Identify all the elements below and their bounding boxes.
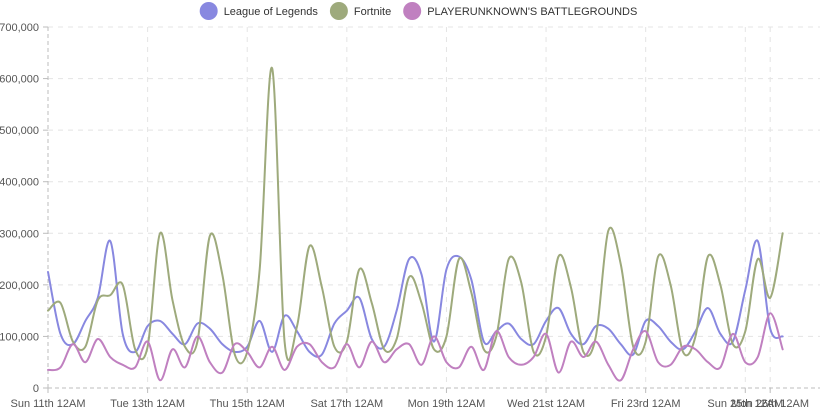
x-tick-label: Sun 25th 12AM [707, 398, 783, 408]
y-tick-label: 700,000 [0, 22, 39, 34]
y-tick-label: 300,000 [0, 228, 39, 240]
series-line-fortnite [47, 67, 784, 365]
legend-item-pubg[interactable]: PLAYERUNKNOWN'S BATTLEGROUNDS [403, 2, 637, 20]
legend-swatch [403, 2, 422, 20]
x-tick-label: Wed 21st 12AM [507, 398, 585, 408]
axes: 0 100,000 200,000 300,000 400,000 500,000 600,… [0, 22, 820, 408]
y-tick-label: 100,000 [0, 331, 39, 343]
series-line-league-of-legends [47, 239, 784, 358]
y-tick-label: 400,000 [0, 177, 39, 189]
legend-swatch [329, 2, 348, 20]
legend: League of Legends Fortnite PLAYERUNKNOWN'S… [199, 2, 637, 20]
x-tick-label: Sat 17th 12AM [310, 398, 383, 408]
x-tick-label: Mon 26th 12AM [731, 398, 809, 408]
x-tick-label: Fri 23rd 12AM [611, 398, 681, 408]
series-line-pubg [47, 312, 784, 382]
series-lines [47, 67, 784, 382]
legend-item-fortnite[interactable]: Fortnite [329, 2, 391, 20]
x-tick-label: Thu 15th 12AM [210, 398, 285, 408]
grid [48, 26, 820, 388]
legend-label: Fortnite [354, 6, 391, 18]
y-tick-label: 600,000 [0, 74, 39, 86]
legend-label: PLAYERUNKNOWN'S BATTLEGROUNDS [427, 6, 637, 18]
x-tick-label: Tue 13th 12AM [110, 398, 185, 408]
x-tick-label: Sun 11th 12AM [10, 398, 85, 408]
legend-label: League of Legends [224, 6, 319, 18]
legend-swatch [199, 2, 218, 20]
y-tick-label: 0 [33, 383, 39, 395]
legend-item-league-of-legends[interactable]: League of Legends [199, 2, 319, 20]
y-tick-label: 200,000 [0, 280, 39, 292]
x-tick-label: Mon 19th 12AM [408, 398, 486, 408]
y-tick-label: 500,000 [0, 125, 39, 137]
